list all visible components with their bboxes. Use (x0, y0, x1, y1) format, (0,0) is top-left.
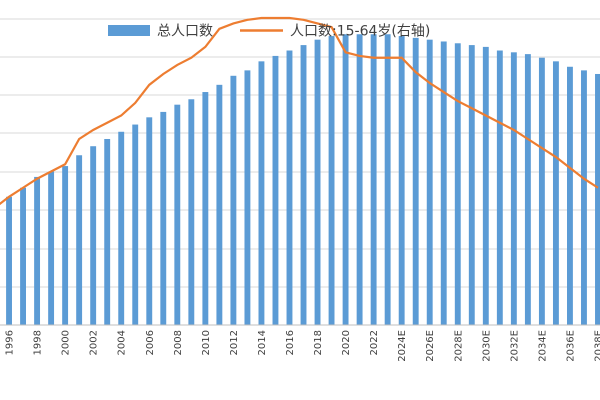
bar-2024E (398, 36, 405, 326)
bar-2005 (132, 124, 139, 325)
bar-2037E (581, 70, 587, 326)
bar-2035E (552, 61, 559, 326)
bar-2033E (524, 54, 531, 326)
line-series (0, 16, 599, 206)
bar-2011 (216, 84, 223, 325)
bar-1999 (48, 171, 55, 325)
bar-1996 (6, 196, 12, 325)
bar-2012 (230, 75, 237, 325)
x-tick-label: 2010 (201, 330, 212, 355)
bar-2008 (174, 104, 181, 326)
bar-series (6, 34, 600, 326)
gridlines (0, 18, 600, 326)
x-tick-label: 2034E (537, 330, 548, 362)
x-tick-label: 2004 (117, 330, 128, 355)
x-tick-label: 1998 (33, 330, 44, 355)
x-tick-label: 2020 (341, 330, 352, 355)
bar-2025E (412, 37, 419, 326)
bar-2002 (90, 146, 97, 325)
bar-2023 (384, 34, 391, 325)
bar-2029E (468, 45, 475, 326)
x-tick-label: 2008 (173, 330, 184, 355)
x-tick-label: 2036E (565, 330, 576, 362)
bar-2000 (62, 166, 69, 325)
x-tick-label: 2038E (593, 330, 600, 362)
bar-2021 (356, 34, 363, 325)
x-tick-label: 2022 (369, 330, 380, 355)
bar-2031E (496, 50, 503, 325)
legend: 总人口数 人口数:15-64岁(右轴) (108, 24, 430, 40)
bar-2007 (160, 111, 167, 325)
x-tick-label: 2000 (61, 330, 72, 355)
x-tick-label: 2018 (313, 330, 324, 355)
bar-2034E (538, 57, 545, 325)
x-tick-label: 2032E (509, 330, 520, 362)
x-tick-label: 2012 (229, 330, 240, 355)
bar-2032E (510, 52, 517, 326)
x-tick-label: 1996 (5, 330, 16, 355)
x-tick-label: 2026E (425, 330, 436, 362)
legend-bar-swatch (108, 25, 150, 36)
bar-2013 (244, 70, 251, 326)
bar-2014 (258, 61, 265, 326)
bar-2022 (370, 34, 377, 325)
bar-2027E (440, 41, 447, 325)
bar-2015 (272, 55, 279, 326)
bar-2006 (146, 117, 153, 325)
bar-2004 (118, 131, 125, 325)
x-tick-label: 2002 (89, 330, 100, 355)
bar-2001 (76, 155, 83, 325)
bar-1998 (34, 176, 41, 325)
bar-2028E (454, 43, 461, 325)
x-axis-tick-labels: 1996 1998 2000 2002 2004 2006 2008 2010 2012 2014… (5, 330, 600, 362)
x-tick-label: 2006 (145, 330, 156, 355)
legend-bar-label: 总人口数 (157, 24, 213, 40)
bar-2018 (314, 39, 321, 326)
bar-2026E (426, 39, 433, 326)
bar-2019 (328, 36, 335, 326)
x-tick-label: 2016 (285, 330, 296, 355)
x-tick-label: 2030E (481, 330, 492, 362)
bar-2017 (300, 45, 307, 326)
bar-2020 (342, 34, 349, 325)
bar-2010 (202, 92, 209, 325)
x-tick-label: 2024E (397, 330, 408, 362)
bar-2009 (188, 99, 195, 325)
bar-2030E (482, 46, 489, 325)
bar-1997 (20, 187, 26, 325)
bar-2036E (567, 66, 573, 325)
bar-2003 (104, 138, 111, 325)
legend-line-label: 人口数:15-64岁(右轴) (290, 24, 430, 40)
bar-2038E (595, 73, 600, 325)
x-tick-label: 2028E (453, 330, 464, 362)
x-tick-label: 2014 (257, 330, 268, 355)
bar-2016 (286, 50, 293, 325)
